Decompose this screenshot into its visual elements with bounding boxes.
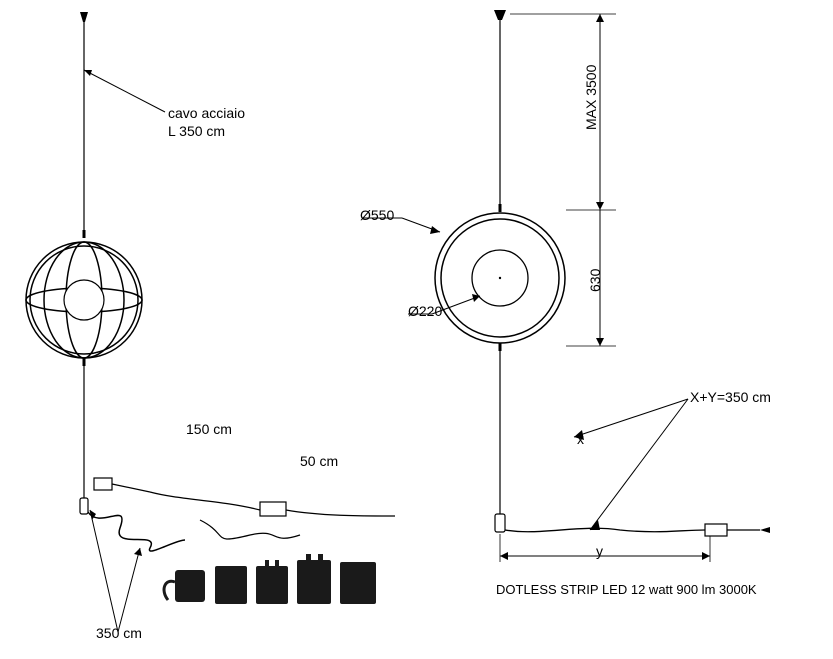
adapter-3	[297, 560, 331, 604]
label-d220: Ø220	[408, 302, 442, 320]
cable-end	[286, 510, 395, 516]
right-view	[362, 10, 770, 562]
leader-cavo	[84, 70, 165, 112]
leader-xy-1	[574, 399, 688, 437]
bottom-weight	[80, 498, 88, 514]
floor-cable-1	[88, 512, 185, 551]
inner-sphere	[64, 280, 104, 320]
leader-350-b	[118, 548, 140, 632]
label-d550: Ø550	[360, 206, 394, 224]
adapter-1	[215, 566, 247, 604]
label-cavo-acciaio: cavo acciaio L 350 cm	[168, 104, 245, 140]
leader-350-a	[90, 510, 118, 632]
ferrule-bottom	[83, 358, 86, 366]
leader-xy-2	[590, 399, 688, 530]
driver-box	[705, 524, 727, 536]
label-350cm: 350 cm	[96, 624, 142, 642]
label-xy350: X+Y=350 cm	[690, 388, 771, 406]
label-spec: DOTLESS STRIP LED 12 watt 900 lm 3000K	[496, 582, 757, 599]
ferrule-top	[83, 230, 86, 238]
label-y: y	[596, 542, 603, 560]
label-150cm: 150 cm	[186, 420, 232, 438]
label-50cm: 50 cm	[300, 452, 338, 470]
cable-y	[505, 528, 705, 532]
adapter-2	[256, 566, 288, 604]
connector-box-1	[94, 478, 112, 490]
ceiling-anchor-left	[80, 12, 88, 22]
label-max3500: MAX 3500	[582, 65, 600, 130]
accessories	[164, 554, 376, 604]
label-630: 630	[586, 269, 604, 292]
adapter-4	[340, 562, 376, 604]
bottom-weight-right	[495, 514, 505, 532]
ceiling-anchor-right	[494, 10, 506, 20]
connector-box-2	[260, 502, 286, 516]
label-x: x	[577, 430, 584, 448]
cable-mid	[150, 492, 260, 510]
